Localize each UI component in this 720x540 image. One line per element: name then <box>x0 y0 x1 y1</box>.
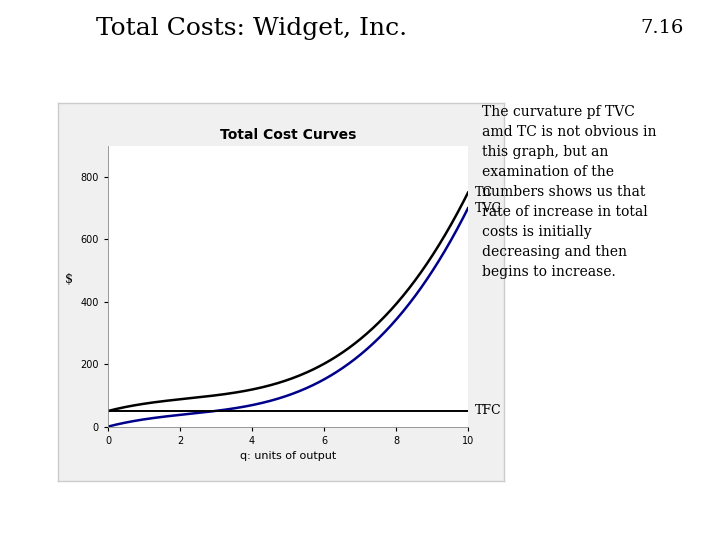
Title: Total Cost Curves: Total Cost Curves <box>220 128 356 142</box>
Text: TVC: TVC <box>475 202 502 215</box>
Text: TC: TC <box>475 186 493 199</box>
Text: Total Costs: Widget, Inc.: Total Costs: Widget, Inc. <box>96 17 408 39</box>
Y-axis label: $: $ <box>66 273 73 286</box>
Text: TFC: TFC <box>475 404 502 417</box>
Text: The curvature pf TVC
amd TC is not obvious in
this graph, but an
examination of : The curvature pf TVC amd TC is not obvio… <box>482 105 657 279</box>
X-axis label: q: units of output: q: units of output <box>240 451 336 461</box>
Text: 7.16: 7.16 <box>641 19 684 37</box>
